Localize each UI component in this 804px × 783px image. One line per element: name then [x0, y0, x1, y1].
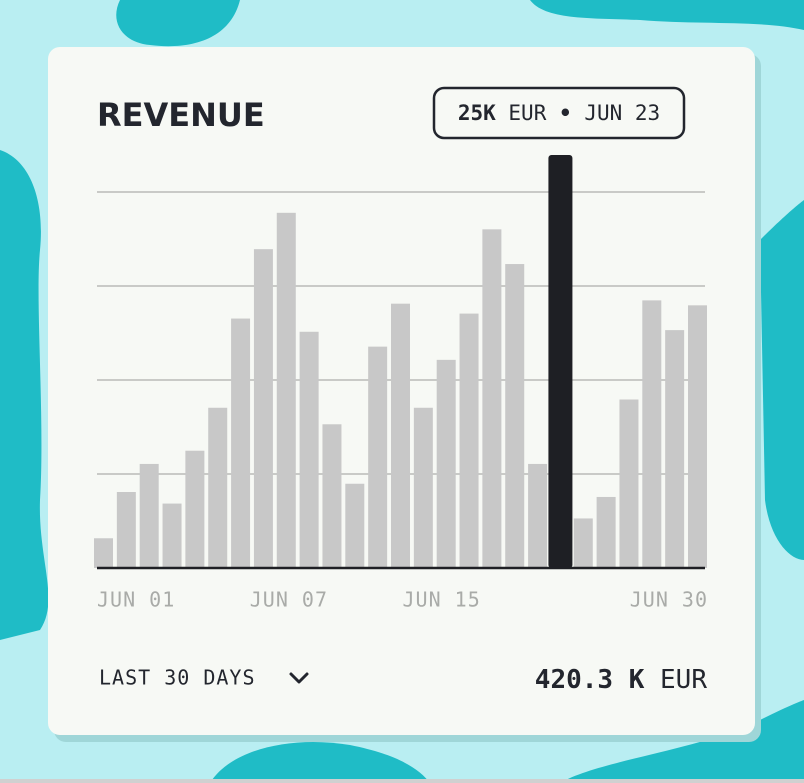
bar [596, 496, 616, 568]
tooltip-text: 25K EUR • JUN 23 [458, 101, 660, 125]
bar [253, 249, 273, 568]
bar [162, 503, 182, 568]
bar [436, 359, 456, 568]
bar [619, 399, 639, 568]
bar-highlighted [548, 155, 573, 568]
bar [185, 450, 205, 568]
bar [391, 303, 410, 568]
period-label[interactable]: LAST 30 DAYS [99, 666, 256, 690]
tooltip-date: JUN 23 [584, 101, 660, 125]
bar [231, 318, 251, 568]
tooltip-separator: • [559, 101, 572, 125]
total-value: 420.3 K [535, 665, 645, 695]
bar [368, 346, 388, 568]
period-selector[interactable]: LAST 30 DAYS [99, 666, 309, 690]
total: 420.3 K EUR [535, 665, 708, 695]
bar [299, 331, 319, 568]
chart-title: REVENUE [97, 96, 265, 134]
bar [413, 407, 433, 568]
chevron-down[interactable] [289, 672, 309, 684]
x-tick-label: JUN 15 [403, 588, 481, 612]
x-tick-label: JUN 07 [250, 588, 328, 612]
bar [139, 463, 159, 568]
bar [665, 330, 685, 568]
tooltip: 25K EUR • JUN 23 [432, 86, 686, 140]
x-tick-label: JUN 30 [630, 588, 708, 612]
x-tick-label: JUN 01 [97, 588, 175, 612]
bar [345, 483, 365, 568]
bar [505, 264, 525, 568]
bar [573, 518, 593, 568]
bar [482, 229, 502, 568]
tooltip-value: 25K [458, 101, 496, 125]
bar [528, 463, 548, 568]
bar [459, 313, 479, 568]
bar [116, 492, 136, 568]
total-unit: EUR [660, 665, 707, 695]
plot: JUN 01 JUN 07 JUN 15 JUN 30 [94, 155, 708, 612]
bar [208, 407, 228, 568]
tooltip-unit: EUR [508, 101, 546, 125]
bar [322, 424, 342, 568]
bar [688, 305, 707, 568]
tooltip-box [432, 86, 686, 140]
bar [642, 300, 662, 568]
bar [94, 538, 113, 568]
bar [276, 212, 296, 568]
